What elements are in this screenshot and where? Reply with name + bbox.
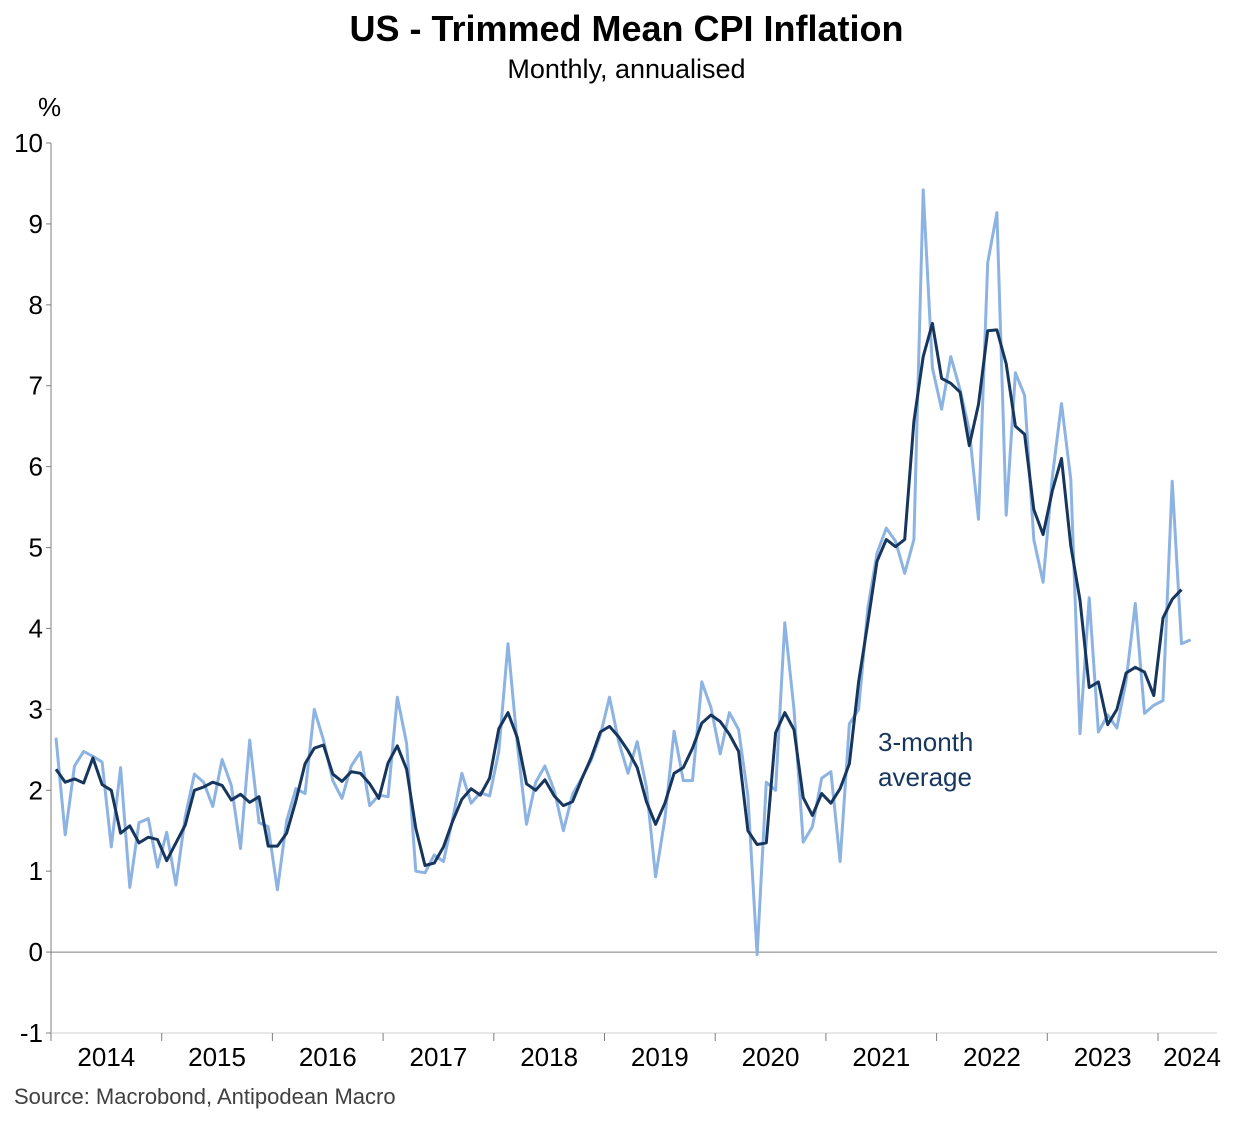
y-ticks: -1 0 1 2 3 4 5 6 7 8 9 10 xyxy=(14,128,51,1048)
chart-title: US - Trimmed Mean CPI Inflation xyxy=(349,8,904,49)
series-3-month-average xyxy=(54,321,1183,867)
y-tick-label: 10 xyxy=(14,128,43,158)
x-tick-label: 2017 xyxy=(410,1042,468,1072)
y-tick-label: 3 xyxy=(29,694,43,724)
x-tick-label: 2021 xyxy=(852,1042,910,1072)
x-tick-label: 2022 xyxy=(963,1042,1021,1072)
y-tick-label: -1 xyxy=(20,1018,43,1048)
source-note: Source: Macrobond, Antipodean Macro xyxy=(14,1084,396,1109)
x-tick-label: 2019 xyxy=(631,1042,689,1072)
annotation: 3-month average xyxy=(878,727,981,792)
x-tick-label: 2014 xyxy=(77,1042,135,1072)
y-axis-unit: % xyxy=(38,92,61,122)
x-tick-label: 2016 xyxy=(299,1042,357,1072)
x-tick-label: 2015 xyxy=(188,1042,246,1072)
y-tick-label: 8 xyxy=(29,290,43,320)
y-tick-label: 1 xyxy=(29,856,43,886)
y-tick-label: 9 xyxy=(29,209,43,239)
y-tick-label: 6 xyxy=(29,452,43,482)
y-tick-label: 4 xyxy=(29,613,43,643)
x-ticks: 2014 2015 2016 2017 2018 2019 2020 2021 2022 2023… xyxy=(50,1033,1221,1072)
x-tick-label: 2024 xyxy=(1163,1042,1221,1072)
y-tick-label: 5 xyxy=(29,533,43,563)
axes xyxy=(50,143,1217,1034)
x-tick-label: 2020 xyxy=(742,1042,800,1072)
annotation-line-1: 3-month xyxy=(878,727,973,757)
x-tick-label: 2018 xyxy=(520,1042,578,1072)
y-tick-label: 0 xyxy=(29,937,43,967)
series-monthly xyxy=(54,188,1192,956)
y-tick-label: 7 xyxy=(29,371,43,401)
y-tick-label: 2 xyxy=(29,775,43,805)
x-tick-label: 2023 xyxy=(1074,1042,1132,1072)
chart-subtitle: Monthly, annualised xyxy=(507,54,746,84)
annotation-line-2: average xyxy=(878,762,972,792)
